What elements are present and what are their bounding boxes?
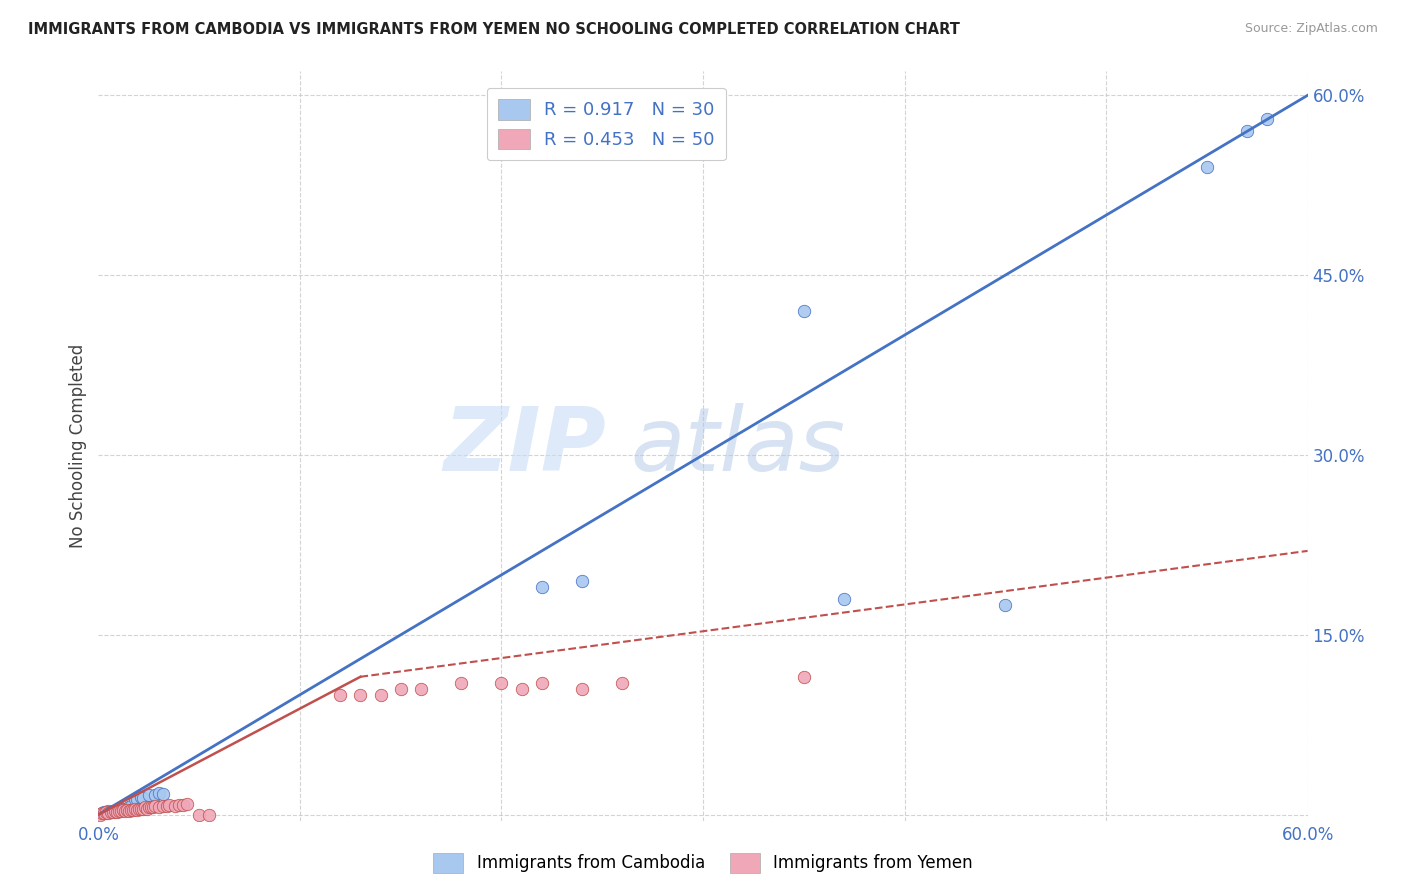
Point <box>132 802 155 816</box>
Point <box>105 803 128 817</box>
Point <box>172 798 194 813</box>
Point <box>832 591 855 606</box>
Point <box>114 802 136 816</box>
Legend: Immigrants from Cambodia, Immigrants from Yemen: Immigrants from Cambodia, Immigrants fro… <box>426 847 980 880</box>
Text: ZIP: ZIP <box>443 402 606 490</box>
Point <box>107 804 129 818</box>
Point <box>530 580 553 594</box>
Point <box>111 803 134 817</box>
Point <box>409 681 432 696</box>
Point <box>124 802 146 816</box>
Text: IMMIGRANTS FROM CAMBODIA VS IMMIGRANTS FROM YEMEN NO SCHOOLING COMPLETED CORRELA: IMMIGRANTS FROM CAMBODIA VS IMMIGRANTS F… <box>28 22 960 37</box>
Point <box>148 800 170 814</box>
Point <box>96 805 118 820</box>
Point <box>100 805 122 820</box>
Point <box>129 802 152 816</box>
Point <box>612 675 634 690</box>
Point <box>143 789 166 803</box>
Point <box>571 681 593 696</box>
Point <box>107 804 129 818</box>
Point <box>142 800 165 814</box>
Point <box>124 792 146 806</box>
Point <box>329 688 352 702</box>
Point <box>389 681 412 696</box>
Point <box>129 789 152 804</box>
Point <box>1256 112 1278 127</box>
Point <box>138 800 160 814</box>
Point <box>135 802 157 816</box>
Legend: R = 0.917   N = 30, R = 0.453   N = 50: R = 0.917 N = 30, R = 0.453 N = 50 <box>486 88 725 161</box>
Point <box>103 805 125 820</box>
Point <box>530 675 553 690</box>
Point <box>994 598 1017 612</box>
Point <box>101 804 124 818</box>
Point <box>152 787 174 801</box>
Point <box>510 681 533 696</box>
Point <box>198 807 221 822</box>
Point <box>152 799 174 814</box>
Point <box>89 807 111 822</box>
Point <box>120 803 142 817</box>
Y-axis label: No Schooling Completed: No Schooling Completed <box>69 344 87 548</box>
Point <box>157 798 180 813</box>
Point <box>349 688 371 702</box>
Point <box>491 675 513 690</box>
Point <box>97 804 120 818</box>
Point <box>143 799 166 814</box>
Point <box>103 804 125 818</box>
Point <box>132 790 155 805</box>
Point <box>793 304 815 318</box>
Point <box>1195 161 1218 175</box>
Point <box>93 805 115 820</box>
Point <box>114 804 136 818</box>
Point <box>176 797 198 811</box>
Point <box>111 803 134 817</box>
Point <box>163 799 186 814</box>
Text: Source: ZipAtlas.com: Source: ZipAtlas.com <box>1244 22 1378 36</box>
Point <box>1236 124 1258 138</box>
Text: atlas: atlas <box>630 403 845 489</box>
Point <box>571 574 593 588</box>
Point <box>125 803 148 817</box>
Point <box>100 805 122 820</box>
Point <box>97 806 120 821</box>
Point <box>105 805 128 820</box>
Point <box>139 800 162 814</box>
Point <box>118 804 141 818</box>
Point <box>138 789 160 803</box>
Point <box>450 675 472 690</box>
Point <box>101 805 124 820</box>
Point <box>118 800 141 814</box>
Point <box>156 799 179 814</box>
Point <box>91 806 114 821</box>
Point <box>370 688 392 702</box>
Point <box>110 802 132 816</box>
Point <box>110 804 132 818</box>
Point <box>134 800 156 814</box>
Point <box>93 806 115 821</box>
Point <box>121 803 143 817</box>
Point <box>91 806 114 821</box>
Point <box>125 792 148 806</box>
Point <box>793 670 815 684</box>
Point <box>167 798 190 813</box>
Point <box>120 799 142 814</box>
Point <box>148 786 170 800</box>
Point <box>188 807 211 822</box>
Point <box>96 806 118 821</box>
Point <box>128 802 150 816</box>
Point <box>115 803 138 817</box>
